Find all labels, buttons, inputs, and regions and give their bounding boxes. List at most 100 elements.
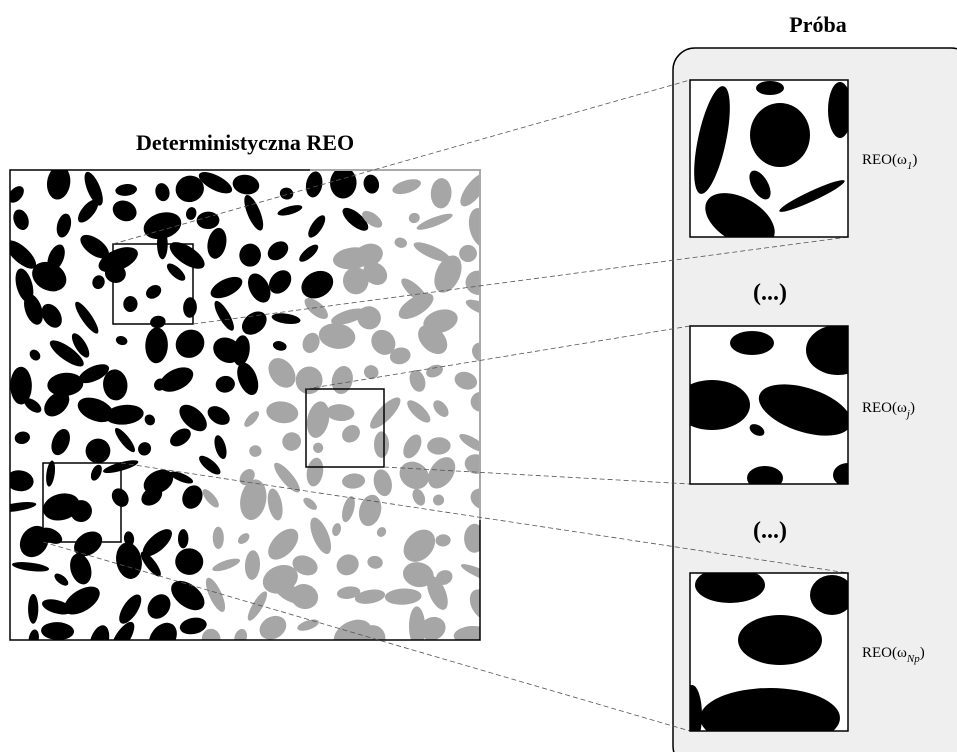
inclusion — [80, 234, 110, 259]
inclusion — [212, 558, 241, 572]
inclusion — [470, 488, 480, 510]
inclusion — [308, 215, 326, 238]
inclusion — [330, 170, 357, 199]
inclusion — [249, 445, 262, 457]
inclusion — [302, 332, 320, 353]
inclusion — [313, 442, 324, 453]
inclusion — [469, 589, 480, 620]
inclusion — [205, 577, 226, 612]
inclusion — [399, 461, 429, 490]
inclusion — [392, 179, 421, 195]
inclusion — [374, 431, 390, 458]
inclusion — [304, 298, 328, 319]
inclusion — [51, 429, 70, 456]
inclusion — [215, 375, 235, 393]
inclusion — [295, 366, 323, 395]
inclusion — [418, 324, 448, 355]
inclusion — [210, 276, 243, 299]
inclusion — [332, 523, 342, 537]
inclusion — [290, 584, 319, 610]
inclusion — [459, 244, 477, 263]
inclusion — [342, 424, 360, 443]
inclusion — [403, 529, 436, 562]
inclusion — [402, 562, 434, 588]
inclusion — [15, 268, 34, 303]
inclusion — [277, 205, 303, 216]
inclusion — [357, 306, 381, 330]
sample-label: REO(ωNp) — [862, 645, 925, 665]
inclusion — [412, 488, 426, 506]
inclusion — [185, 207, 197, 220]
inclusion — [144, 414, 156, 426]
inclusion — [342, 267, 369, 295]
inclusion — [182, 485, 203, 509]
inclusion — [10, 366, 32, 405]
inclusion — [138, 442, 152, 456]
inclusion — [268, 528, 299, 560]
inclusion — [28, 593, 39, 624]
inclusion — [148, 622, 177, 640]
inclusion — [74, 531, 103, 557]
inclusion — [24, 398, 42, 413]
inclusion — [267, 241, 289, 261]
inclusion — [198, 172, 233, 194]
inclusion — [199, 455, 221, 475]
inclusion — [244, 411, 260, 427]
inclusion — [248, 273, 271, 303]
inclusion — [10, 502, 37, 513]
inclusion — [409, 369, 426, 392]
inclusion — [465, 299, 480, 316]
inclusion — [232, 335, 250, 366]
label-subscript: 1 — [907, 160, 913, 172]
inclusion — [32, 261, 67, 292]
inclusion — [240, 479, 267, 521]
inclusion — [11, 562, 50, 572]
inclusion — [376, 527, 387, 537]
inclusion — [70, 553, 92, 585]
label-suffix: ) — [920, 645, 925, 661]
inset-2 — [689, 325, 849, 485]
inclusion — [306, 401, 330, 438]
inclusion — [299, 244, 319, 262]
inclusion — [342, 473, 366, 489]
inclusion — [430, 178, 452, 209]
inclusion — [434, 255, 462, 293]
inclusion — [342, 207, 369, 231]
inclusion — [389, 347, 411, 365]
inclusion — [159, 367, 194, 392]
inclusion — [214, 300, 234, 331]
inclusion — [46, 170, 71, 200]
inclusion — [89, 625, 110, 640]
inclusion — [201, 628, 221, 640]
inclusion — [398, 293, 434, 320]
inclusion — [44, 391, 70, 417]
inclusion — [318, 323, 356, 349]
inclusion — [244, 194, 264, 231]
inclusion — [46, 460, 56, 487]
inclusion — [274, 462, 300, 493]
inclusion — [432, 494, 445, 506]
inclusion — [175, 548, 204, 575]
inclusion — [41, 599, 72, 615]
inclusion — [92, 275, 105, 290]
label-text: REO(ω — [862, 645, 907, 661]
inclusion — [282, 432, 302, 451]
inclusion — [427, 437, 451, 455]
inclusion — [407, 400, 431, 423]
inclusion — [177, 529, 189, 549]
inclusion — [155, 183, 170, 202]
inclusion — [90, 464, 102, 481]
inclusion — [454, 371, 478, 390]
inclusion — [459, 433, 480, 453]
inclusion — [435, 570, 453, 585]
inclusion — [279, 187, 294, 200]
inclusion — [269, 270, 292, 294]
main-square-gray — [310, 169, 481, 520]
inclusion — [111, 488, 129, 507]
inclusion — [71, 333, 90, 358]
inclusion — [116, 542, 142, 579]
inclusion — [305, 171, 323, 198]
inclusion — [104, 264, 126, 283]
inclusion — [433, 400, 449, 417]
